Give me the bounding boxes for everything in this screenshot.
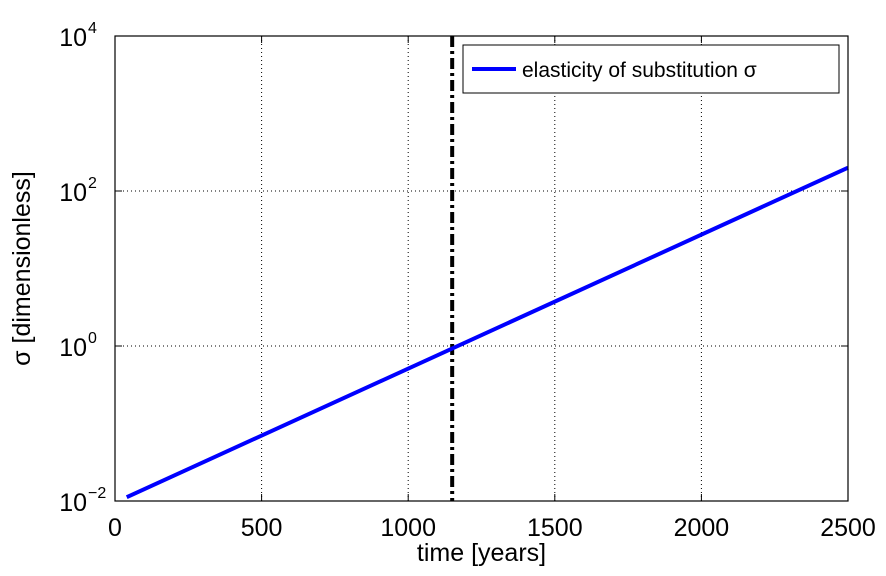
y-tick-exponent: −2 (88, 485, 106, 502)
x-tick-label: 2500 (820, 514, 876, 542)
axis-ticks (114, 35, 849, 502)
legend-box (462, 44, 840, 94)
y-tick-label: 10 2 (59, 175, 97, 207)
y-tick-base: 10 (59, 179, 87, 207)
legend-label: elasticity of substitution σ (522, 59, 757, 82)
y-axis-label: σ [dimensionless] (8, 171, 36, 366)
grid-lines (115, 36, 848, 501)
y-tick-label: 10 4 (59, 20, 97, 52)
y-tick-label: 10 −2 (59, 485, 106, 517)
x-tick-label: 500 (241, 514, 283, 542)
y-tick-base: 10 (59, 24, 87, 52)
plot-frame (114, 35, 849, 502)
y-tick-base: 10 (59, 334, 87, 362)
x-tick-label: 0 (108, 514, 122, 542)
series-lines (125, 165, 849, 500)
x-tick-label: 2000 (674, 514, 730, 542)
x-tick-label: 1500 (527, 514, 583, 542)
legend: elasticity of substitution σ (462, 44, 840, 94)
x-axis-label: time [years] (417, 539, 546, 567)
y-tick-base: 10 (59, 489, 87, 517)
y-tick-exponent: 4 (88, 20, 97, 37)
y-tick-exponent: 2 (88, 175, 97, 192)
series-line-0 (125, 165, 849, 500)
y-tick-exponent: 0 (88, 330, 97, 347)
x-tick-label: 1000 (380, 514, 436, 542)
y-tick-label: 10 0 (59, 330, 97, 362)
x-tick-labels: 0 500 1000 1500 2000 2500 (108, 514, 876, 542)
